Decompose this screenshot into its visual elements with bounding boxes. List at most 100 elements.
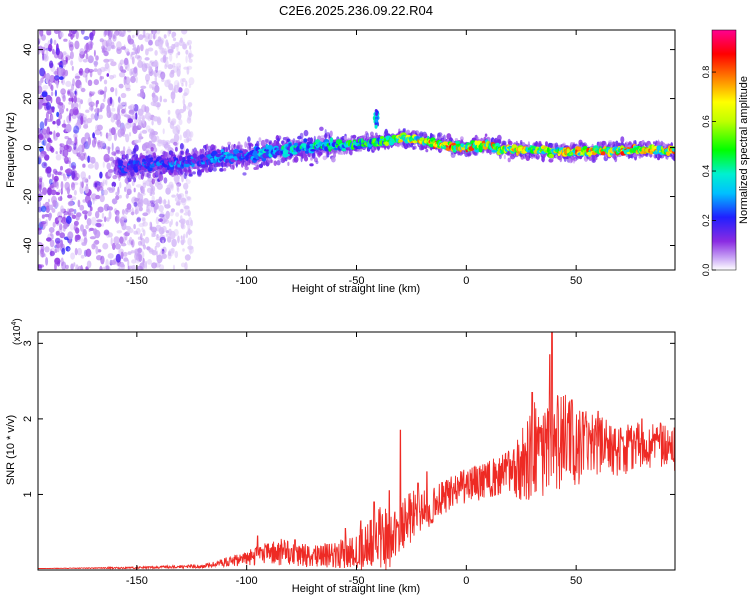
figure-title: C2E6.2025.236.09.22.R04 [279, 3, 433, 18]
spectrogram-noise-blob [139, 199, 144, 208]
spectrogram-halo-blob [251, 143, 254, 147]
spectrogram-noise-blob [119, 59, 125, 65]
spectrogram-noise-blob [48, 139, 53, 144]
spectrogram-noise-blob [97, 68, 102, 76]
spectrogram-noise-blob [130, 250, 135, 254]
spectrogram-noise-blob [131, 259, 137, 264]
spectrogram-noise-blob [174, 196, 180, 203]
spectrogram-noise-blob [111, 142, 114, 152]
spectrogram-noise-blob [152, 191, 155, 195]
spectrogram-noise-blob [96, 100, 99, 105]
spectrogram-noise-blob [59, 31, 64, 38]
spectrogram-noise-blob [72, 102, 79, 109]
spectrogram-noise-blob [69, 51, 74, 60]
spectrogram-halo-blob [155, 171, 159, 176]
spectrogram-noise-blob [60, 88, 66, 95]
spectrogram-noise-blob [120, 46, 127, 50]
spectrogram-noise-blob [107, 58, 115, 62]
spectrogram-noise-blob [100, 223, 105, 227]
spectrogram-noise-blob [72, 106, 79, 116]
spectrogram-noise-blob [100, 105, 103, 112]
spectrogram-noise-blob [73, 209, 77, 214]
spectrogram-noise-blob [115, 191, 120, 196]
spectrogram-noise-blob [44, 154, 50, 161]
spectrogram-noise-blob [161, 78, 165, 83]
spectrogram-noise-blob [162, 54, 167, 63]
spectrogram-noise-blob [93, 241, 97, 248]
spectrogram-noise-blob [123, 251, 128, 257]
spectrogram-halo-blob [130, 173, 135, 180]
spectrogram-noise-blob [78, 54, 83, 63]
spectrogram-noise-blob [131, 113, 136, 120]
spectrogram-noise-blob [158, 213, 165, 218]
spectrogram-noise-blob [80, 116, 84, 125]
spectrogram-noise-blob [161, 248, 165, 255]
spectrogram-noise-blob [147, 259, 152, 265]
spectrogram-halo-blob [179, 143, 184, 150]
spectrogram-noise-blob [57, 62, 63, 66]
spectrogram-noise-blob [140, 85, 147, 90]
spectrogram-noise-blob [113, 113, 118, 121]
spectrogram-halo-blob [649, 153, 653, 158]
spectrogram-ridge-point [341, 148, 347, 152]
spectrogram-ridge-point [329, 137, 334, 143]
spectrogram-noise-blob [38, 127, 41, 134]
spectrogram-halo-blob [303, 129, 309, 137]
spectrogram-noise-blob [87, 210, 92, 217]
spectrogram-noise-blob [40, 77, 44, 84]
spectrogram-noise-blob [73, 262, 76, 267]
spectrogram-noise-blob [64, 55, 71, 61]
spectrogram-noise-blob [143, 120, 146, 128]
spectrogram-noise-blob [99, 131, 103, 137]
spectrogram-noise-blob [89, 236, 96, 240]
spectrogram-noise-blob [130, 75, 136, 84]
spectrogram-noise-blob [107, 206, 113, 211]
spectrogram-noise-blob [93, 68, 98, 72]
spectrogram-noise-blob [171, 238, 177, 248]
spectrogram-noise-blob [144, 36, 150, 43]
spectrogram-noise-blob [179, 134, 182, 141]
spectrogram-noise-blob [181, 30, 188, 35]
spectrogram-noise-blob [144, 57, 150, 61]
spectrogram-noise-blob [124, 48, 130, 54]
spectrogram-noise-blob [156, 70, 163, 75]
spectrogram-noise-blob [116, 212, 120, 217]
spectrogram-noise-blob [152, 95, 159, 103]
spectrogram-noise-blob [154, 102, 161, 108]
spectrogram-noise-blob [75, 227, 80, 234]
spectrogram-noise-blob [149, 221, 152, 227]
spectrogram-noise-blob [90, 216, 97, 226]
spectrogram-noise-blob [123, 57, 129, 66]
spectrogram-noise-blob [63, 176, 68, 182]
spectrogram-noise-blob [61, 247, 66, 255]
spectrogram-noise-blob [180, 235, 183, 240]
spectrogram-halo-blob [201, 168, 205, 173]
spectrogram-halo-blob [247, 136, 251, 143]
spectrogram-noise-blob [172, 125, 179, 135]
spectrogram-noise-blob [134, 208, 140, 214]
spectrogram-noise-blob [131, 239, 135, 248]
spectrogram-noise-blob [104, 86, 108, 93]
spectrogram-noise-blob [45, 72, 51, 81]
spectrogram-noise-blob [73, 220, 79, 226]
spectrogram-noise-blob [81, 181, 84, 189]
spectrogram-noise-blob [133, 66, 138, 74]
spectrogram-noise-blob [68, 101, 72, 105]
spectrogram-halo-blob [133, 173, 136, 178]
spectrogram-noise-blob [99, 90, 105, 95]
spectrogram-noise-blob [103, 66, 109, 72]
spectrogram-noise-blob [68, 212, 74, 216]
spectrogram-noise-blob [103, 51, 108, 56]
spectrogram-noise-blob [61, 216, 67, 225]
spectrogram-noise-blob [115, 243, 121, 250]
spectrogram-noise-blob [87, 68, 94, 73]
spectrogram-noise-blob [135, 112, 138, 120]
spectrogram-noise-blob [117, 128, 123, 138]
spectrogram-halo-blob [164, 151, 169, 159]
spectrogram-noise-blob [127, 259, 130, 268]
spectrogram-halo-blob [265, 139, 270, 143]
spectrogram-noise-blob [183, 233, 186, 239]
spectrogram-noise-blob [52, 168, 57, 174]
spectrogram-noise-blob [67, 247, 71, 251]
